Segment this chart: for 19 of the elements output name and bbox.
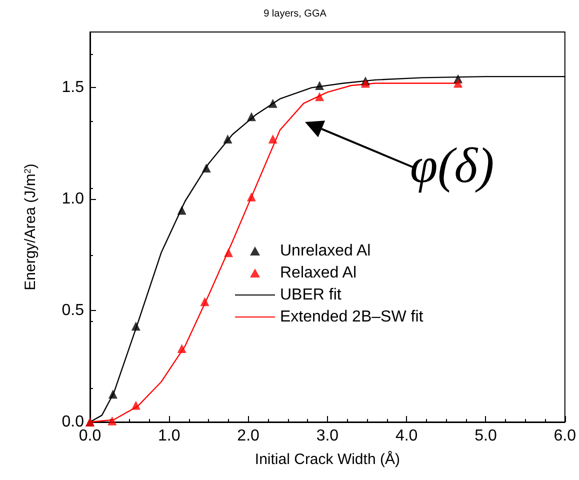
- x-tick-label: 5.0: [474, 428, 497, 444]
- x-axis-title: Initial Crack Width (Å): [254, 450, 400, 468]
- legend-label: Unrelaxed Al: [280, 242, 371, 260]
- x-tick-label: 4.0: [395, 428, 418, 444]
- y-tick-label: 0.5: [62, 302, 84, 320]
- y-tick-label: 1.0: [62, 190, 84, 208]
- x-tick-label: 2.0: [237, 428, 260, 444]
- legend-label: Relaxed Al: [280, 264, 356, 282]
- y-tick-label: 0.0: [62, 414, 84, 430]
- x-tick-label: 3.0: [316, 428, 339, 444]
- legend-label: Extended 2B–SW fit: [280, 308, 424, 326]
- y-tick-label: 1.5: [62, 79, 84, 96]
- x-tick-label: 0.0: [78, 428, 102, 444]
- x-tick-label: 6.0: [554, 428, 576, 444]
- y-axis-title: Energy/Area (J/m2): [22, 164, 39, 290]
- annotation: φ(δ): [410, 137, 494, 193]
- x-tick-label: 1.0: [158, 428, 180, 444]
- chart-title: 9 layers, GGA: [264, 8, 327, 20]
- legend-label: UBER fit: [280, 286, 342, 304]
